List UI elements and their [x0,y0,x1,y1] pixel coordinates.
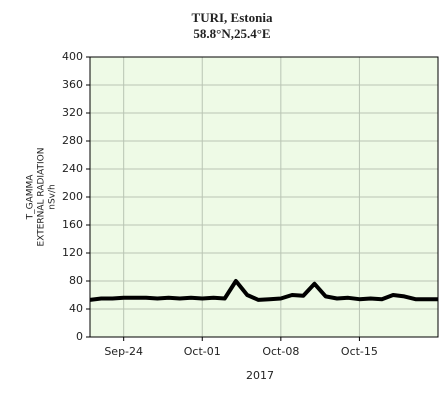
y-tick-label: 240 [62,162,83,175]
x-tick-label: Sep-24 [104,345,143,358]
y-tick-label: 40 [69,302,83,315]
y-tick-label: 280 [62,134,83,147]
x-axis-label: 2017 [246,369,274,382]
y-tick-label: 80 [69,274,83,287]
x-tick-label: Oct-08 [262,345,299,358]
y-tick-label: 0 [76,330,83,343]
y-tick-label: 160 [62,218,83,231]
y-tick-label: 400 [62,50,83,63]
y-tick-label: 320 [62,106,83,119]
y-tick-label: 200 [62,190,83,203]
chart-subtitle: 58.8°N,25.4°E [193,26,270,41]
x-tick-label: Oct-01 [184,345,221,358]
chart-title: TURI, Estonia [192,10,273,25]
y-axis-label: T_GAMMA [26,174,36,221]
plot-frame [89,56,439,338]
data-line [89,279,438,302]
x-tick-label: Oct-15 [341,345,378,358]
y-axis-label: EXTERNAL RADIATION [37,148,47,247]
y-tick-label: 120 [62,246,83,259]
y-axis-label: nSv/h [48,184,58,209]
y-tick-label: 360 [62,78,83,91]
